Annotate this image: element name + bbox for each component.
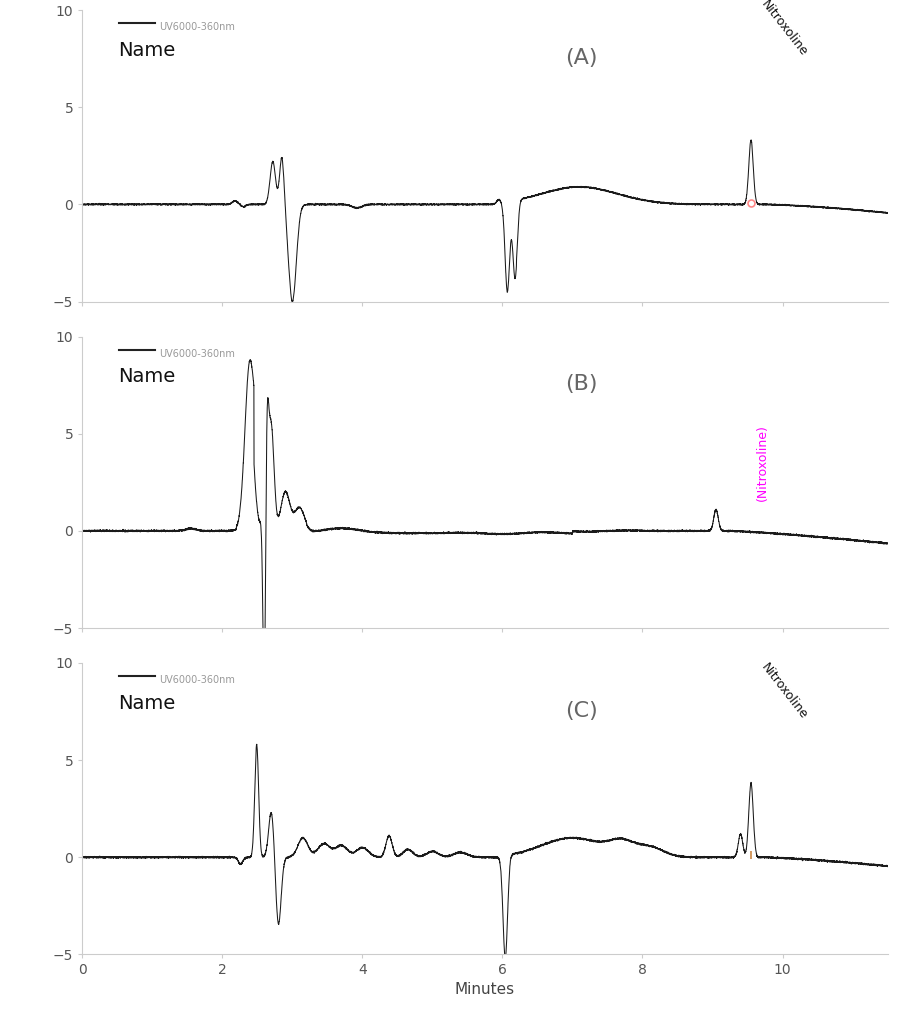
Text: (C): (C) [565, 701, 598, 721]
Text: (B): (B) [565, 375, 598, 395]
Text: Name: Name [119, 694, 176, 713]
Text: UV6000-360nm: UV6000-360nm [159, 22, 235, 32]
Text: (Nitroxoline): (Nitroxoline) [756, 424, 769, 501]
X-axis label: Minutes: Minutes [455, 982, 515, 997]
Text: Name: Name [119, 368, 176, 386]
Text: Nitroxoline: Nitroxoline [758, 661, 810, 721]
Text: UV6000-360nm: UV6000-360nm [159, 676, 235, 685]
Text: (A): (A) [565, 48, 598, 68]
Text: Nitroxoline: Nitroxoline [758, 0, 810, 59]
Text: UV6000-360nm: UV6000-360nm [159, 348, 235, 359]
Text: Name: Name [119, 40, 176, 60]
